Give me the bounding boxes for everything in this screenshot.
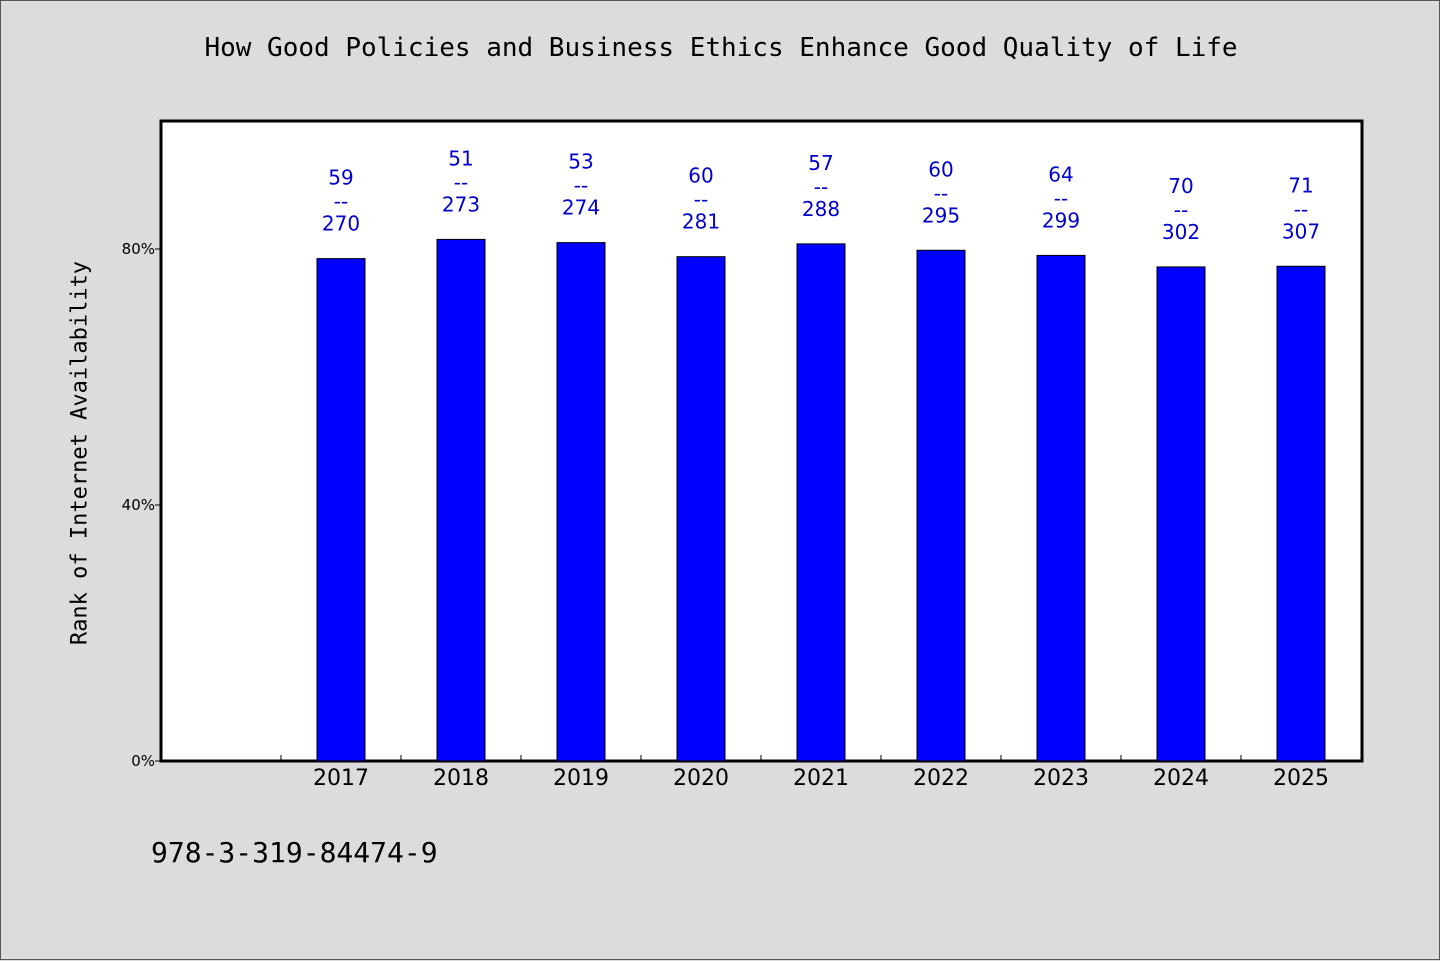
data-label-top: 59 — [328, 166, 353, 190]
data-label-top: 53 — [568, 150, 593, 174]
data-label-separator: -- — [1174, 198, 1188, 222]
x-tick-label: 2018 — [433, 766, 489, 791]
x-tick-label: 2021 — [793, 766, 849, 791]
data-label-separator: -- — [934, 181, 948, 205]
bar-2024 — [1156, 266, 1206, 762]
chart-title: How Good Policies and Business Ethics En… — [204, 33, 1238, 63]
data-label-bottom: 274 — [562, 196, 600, 220]
bar-2021 — [796, 243, 846, 762]
bar-2020 — [676, 256, 726, 762]
data-label-top: 64 — [1048, 162, 1073, 186]
y-tick-label: 0% — [131, 752, 155, 770]
x-tick-label: 2017 — [313, 766, 369, 791]
bar-2023 — [1036, 254, 1086, 762]
data-label-separator: -- — [574, 174, 588, 198]
x-tick-label: 2024 — [1153, 766, 1209, 791]
data-label-top: 60 — [928, 157, 953, 181]
bar-2022 — [916, 249, 966, 762]
data-label-top: 60 — [688, 164, 713, 188]
x-tick-label: 2023 — [1033, 766, 1089, 791]
x-tick-label: 2025 — [1273, 766, 1329, 791]
data-label-bottom: 295 — [922, 203, 960, 227]
data-label-separator: -- — [454, 170, 468, 194]
data-label-top: 57 — [808, 151, 833, 175]
data-label-separator: -- — [814, 175, 828, 199]
data-label-bottom: 302 — [1162, 220, 1200, 244]
bar-2019 — [556, 242, 606, 762]
data-label-bottom: 273 — [442, 192, 480, 216]
x-tick-label: 2020 — [673, 766, 729, 791]
data-label-bottom: 270 — [322, 212, 360, 236]
data-label-top: 70 — [1168, 174, 1193, 198]
data-label-separator: -- — [1294, 197, 1308, 221]
data-label-bottom: 281 — [682, 210, 720, 234]
data-label-separator: -- — [694, 188, 708, 212]
x-tick-label: 2022 — [913, 766, 969, 791]
data-label-separator: -- — [334, 190, 348, 214]
data-label-bottom: 299 — [1042, 208, 1080, 232]
x-tick-label: 2019 — [553, 766, 609, 791]
y-tick-label: 80% — [122, 240, 155, 258]
data-label-separator: -- — [1054, 186, 1068, 210]
bar-2017 — [316, 258, 366, 762]
data-label-top: 71 — [1288, 173, 1313, 197]
bar-2018 — [436, 238, 486, 762]
isbn-footer: 978-3-319-84474-9 — [151, 836, 438, 869]
bar-2025 — [1276, 265, 1326, 762]
data-label-top: 51 — [448, 146, 473, 170]
y-tick-label: 40% — [122, 496, 155, 514]
data-label-bottom: 307 — [1282, 219, 1320, 243]
data-label-bottom: 288 — [802, 197, 840, 221]
